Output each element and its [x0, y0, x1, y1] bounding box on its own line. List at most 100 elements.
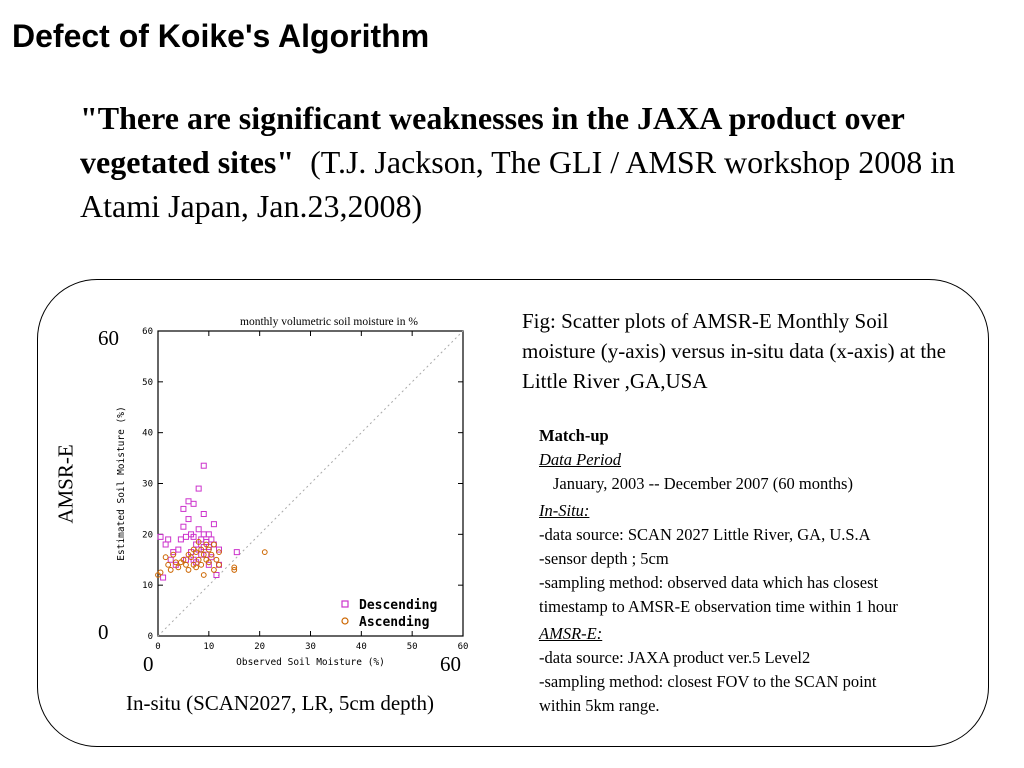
outer-x-min-label: 0 — [143, 652, 154, 676]
legend-marker-descending — [341, 600, 349, 608]
outer-x-axis-label: In-situ (SCAN2027, LR, 5cm depth) — [126, 691, 434, 715]
y-tick-label: 50 — [142, 378, 153, 388]
y-axis-title: Estimated Soil Moisture (%) — [116, 406, 127, 560]
legend-label: Descending — [359, 598, 437, 613]
outer-y-max-label: 60 — [98, 326, 119, 350]
legend-marker-ascending — [341, 617, 349, 625]
x-tick-label: 0 — [155, 642, 160, 652]
ascending-point — [170, 551, 177, 558]
insitu-line: -data source: SCAN 2027 Little River, GA… — [539, 525, 871, 544]
descending-point — [195, 485, 202, 492]
descending-point — [200, 531, 207, 538]
ascending-point — [231, 567, 238, 573]
insitu-line: timestamp to AMSR-E observation time wit… — [539, 597, 898, 616]
ascending-point — [198, 561, 205, 568]
descending-point — [175, 546, 182, 553]
outer-x-max-label: 60 — [440, 652, 461, 676]
ascending-point — [198, 546, 205, 553]
descending-point — [185, 498, 192, 505]
y-tick-label: 0 — [148, 632, 153, 642]
descending-point — [205, 561, 212, 568]
descending-point — [160, 574, 167, 581]
one-to-one-line — [157, 330, 464, 637]
descending-point — [208, 536, 215, 543]
ascending-point — [183, 561, 189, 568]
ascending-point — [205, 546, 212, 553]
descending-point — [177, 536, 184, 543]
amsr-line: -data source: JAXA product ver.5 Level2 — [539, 648, 811, 667]
x-axis-title: Observed Soil Moisture (%) — [236, 657, 385, 668]
insitu-line: -sampling method: observed data which ha… — [539, 573, 879, 592]
y-tick-label: 60 — [142, 327, 153, 337]
y-tick-label: 20 — [142, 530, 153, 540]
y-tick-label: 10 — [142, 581, 153, 591]
quote-text: "There are significant weaknesses in the… — [80, 100, 905, 180]
descending-point — [167, 556, 174, 563]
descending-point — [182, 533, 189, 540]
descending-point — [205, 531, 212, 538]
x-tick-label: 40 — [356, 642, 367, 652]
descending-point — [233, 549, 240, 556]
descending-point — [195, 526, 202, 533]
amsr-line: within 5km range. — [539, 696, 660, 715]
ascending-point — [231, 564, 238, 571]
y-tick-label: 30 — [142, 480, 153, 490]
ascending-point — [167, 567, 174, 573]
ascending-point — [200, 551, 207, 558]
descending-point — [180, 523, 187, 530]
insitu-line: -sensor depth ; 5cm — [539, 549, 669, 568]
ascending-point — [261, 549, 268, 556]
descending-point — [190, 533, 197, 540]
quote: "There are significant weaknesses in the… — [80, 96, 1010, 228]
descending-point — [200, 511, 207, 517]
ascending-point — [193, 564, 200, 571]
ascending-point — [200, 572, 207, 578]
ascending-point — [195, 539, 202, 545]
descending-point — [213, 572, 220, 578]
ascending-point — [193, 549, 200, 556]
descending-point — [208, 554, 215, 561]
outer-y-min-label: 0 — [98, 620, 109, 644]
x-tick-label: 50 — [407, 642, 418, 652]
descending-point — [216, 546, 222, 553]
descending-point — [200, 462, 207, 469]
x-tick-label: 30 — [305, 642, 316, 652]
ascending-point — [157, 569, 164, 576]
descending-point — [210, 521, 217, 528]
x-tick-label: 20 — [254, 642, 265, 652]
matchup-info: Match-up Data Period January, 2003 -- De… — [539, 424, 898, 718]
descending-point — [162, 541, 169, 548]
data-period-label: Data Period — [539, 450, 622, 469]
insitu-label: In-Situ: — [539, 501, 590, 520]
ascending-point — [203, 541, 210, 548]
ascending-point — [180, 556, 187, 563]
descending-point — [165, 536, 172, 543]
x-tick-label: 10 — [203, 642, 214, 652]
ascending-point — [162, 554, 169, 561]
ascending-point — [213, 556, 220, 563]
amsr-label: AMSR-E: — [539, 624, 603, 643]
ascending-point — [211, 567, 217, 573]
legend-label: Ascending — [359, 615, 429, 630]
ascending-point — [195, 556, 202, 563]
data-period-value: January, 2003 -- December 2007 (60 month… — [553, 474, 853, 493]
outer-y-axis-label: AMSR-E — [53, 444, 78, 524]
amsr-line: -sampling method: closest FOV to the SCA… — [539, 672, 877, 691]
ascending-point — [216, 561, 222, 568]
ascending-point — [211, 541, 217, 548]
y-tick-label: 40 — [142, 429, 153, 439]
figure-caption: Fig: Scatter plots of AMSR-E Monthly Soi… — [522, 309, 946, 393]
matchup-heading: Match-up — [539, 426, 609, 445]
descending-point — [180, 505, 187, 512]
ascending-point — [165, 561, 172, 568]
ascending-point — [175, 564, 182, 571]
ascending-point — [216, 549, 222, 556]
slide-title: Defect of Koike's Algorithm — [12, 18, 430, 54]
plot-annotation: monthly volumetric soil moisture in % — [240, 316, 418, 328]
ascending-point — [188, 554, 194, 561]
ascending-point — [208, 551, 215, 558]
x-tick-label: 60 — [458, 642, 469, 652]
figure-frame — [37, 279, 989, 747]
ascending-point — [185, 567, 192, 573]
